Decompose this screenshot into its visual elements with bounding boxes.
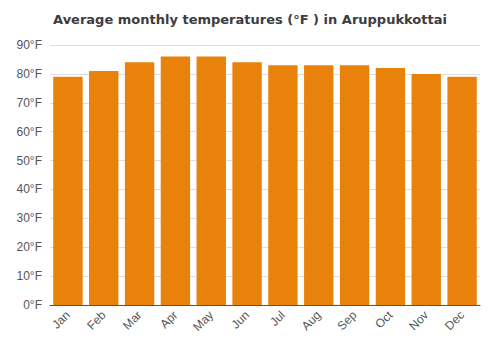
svg-text:Jun: Jun (228, 308, 252, 332)
svg-text:Oct: Oct (372, 308, 396, 332)
svg-text:Jan: Jan (49, 308, 73, 332)
svg-text:30°F: 30°F (17, 211, 42, 225)
svg-text:Feb: Feb (84, 308, 109, 333)
svg-text:Dec: Dec (442, 308, 467, 333)
svg-text:70°F: 70°F (17, 96, 42, 110)
svg-text:20°F: 20°F (17, 240, 42, 254)
svg-text:Average monthly temperatures (: Average monthly temperatures (°F ) in Ar… (53, 12, 447, 27)
svg-text:Nov: Nov (406, 308, 431, 333)
svg-text:60°F: 60°F (17, 125, 42, 139)
svg-text:90°F: 90°F (17, 38, 42, 52)
svg-text:Sep: Sep (335, 308, 360, 333)
svg-text:Apr: Apr (157, 308, 180, 331)
svg-text:40°F: 40°F (17, 182, 42, 196)
svg-text:50°F: 50°F (17, 154, 42, 168)
svg-text:10°F: 10°F (17, 269, 42, 283)
svg-text:0°F: 0°F (23, 298, 42, 312)
svg-text:Aug: Aug (299, 308, 324, 333)
svg-text:May: May (190, 308, 216, 334)
svg-text:Mar: Mar (120, 308, 145, 332)
svg-text:Jul: Jul (267, 308, 288, 329)
svg-text:80°F: 80°F (17, 67, 42, 81)
